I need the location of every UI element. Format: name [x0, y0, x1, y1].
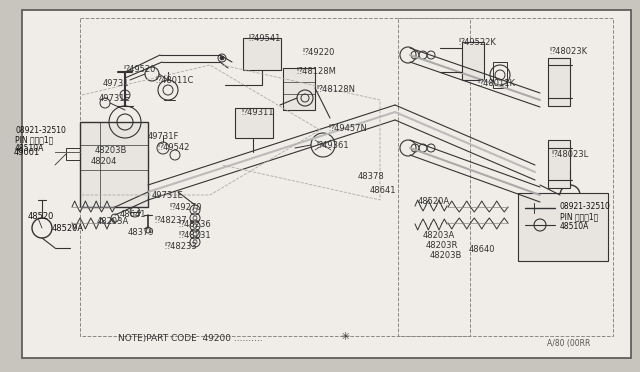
Text: ⁉48128N: ⁉48128N — [316, 85, 355, 94]
Text: ⁉49311: ⁉49311 — [241, 108, 273, 117]
Text: PIN ピン（1）: PIN ピン（1） — [560, 212, 598, 221]
Text: ⁉49522K: ⁉49522K — [458, 38, 496, 47]
Text: ⁉49361: ⁉49361 — [316, 141, 349, 150]
Text: 49001: 49001 — [14, 148, 40, 157]
Text: PIN ピン（1）: PIN ピン（1） — [15, 135, 53, 144]
Text: ✳: ✳ — [340, 332, 349, 342]
Bar — [235, 108, 273, 138]
Text: 48203B: 48203B — [95, 146, 127, 155]
Text: 49731E: 49731E — [99, 94, 131, 103]
Text: ⁉48011C: ⁉48011C — [155, 76, 193, 85]
Text: 08921-32510: 08921-32510 — [15, 126, 66, 135]
Text: 48203A: 48203A — [97, 217, 129, 226]
Circle shape — [220, 56, 224, 60]
Text: 48520A: 48520A — [52, 224, 84, 233]
Bar — [80, 122, 148, 207]
Text: 49731F: 49731F — [148, 132, 179, 141]
Text: 48203B: 48203B — [430, 251, 462, 260]
Bar — [462, 42, 484, 80]
Bar — [80, 18, 470, 336]
Bar — [493, 62, 507, 88]
Text: 49731E: 49731E — [152, 191, 184, 200]
Text: 49731: 49731 — [103, 79, 129, 88]
Text: ⁉49270: ⁉49270 — [169, 203, 202, 212]
Text: 48510A: 48510A — [560, 222, 589, 231]
Text: 48520: 48520 — [28, 212, 54, 221]
Text: ⁉49541: ⁉49541 — [248, 34, 280, 43]
Text: 48510A: 48510A — [15, 144, 44, 153]
Text: 48204: 48204 — [91, 157, 117, 166]
Text: ⁉48023L: ⁉48023L — [551, 150, 588, 159]
Text: ⁉48128M: ⁉48128M — [296, 67, 336, 76]
Bar — [283, 68, 315, 110]
Text: ⁉49542: ⁉49542 — [157, 143, 189, 152]
Text: ⁉48023K: ⁉48023K — [549, 47, 587, 56]
Text: 48640: 48640 — [469, 245, 495, 254]
Text: ⁉48231: ⁉48231 — [178, 231, 211, 240]
Text: 48641: 48641 — [120, 210, 147, 219]
Bar — [66, 148, 80, 160]
Text: 48379: 48379 — [128, 228, 155, 237]
Text: 48520A: 48520A — [418, 197, 450, 206]
Text: 48203R: 48203R — [426, 241, 458, 250]
Bar — [243, 38, 281, 70]
Text: A/80 (00RR: A/80 (00RR — [547, 339, 590, 348]
Text: ⁉48233: ⁉48233 — [164, 242, 196, 251]
Text: ⁉49520: ⁉49520 — [123, 65, 156, 74]
Bar — [398, 18, 613, 336]
Text: 08921-32510: 08921-32510 — [560, 202, 611, 211]
Text: ⁉48236: ⁉48236 — [178, 220, 211, 229]
Text: ⁉49220: ⁉49220 — [302, 48, 334, 57]
Bar — [548, 58, 570, 106]
Bar — [548, 140, 570, 188]
Text: NOTE)PART CODE  49200 ..........: NOTE)PART CODE 49200 .......... — [118, 334, 262, 343]
Text: ⁉48237: ⁉48237 — [154, 216, 187, 225]
Bar — [518, 193, 608, 261]
Text: ⁉49457N: ⁉49457N — [328, 124, 367, 133]
Text: 48641: 48641 — [370, 186, 397, 195]
Text: 48203A: 48203A — [423, 231, 455, 240]
Text: ⁉48011K: ⁉48011K — [477, 79, 515, 88]
Text: 48378: 48378 — [358, 172, 385, 181]
